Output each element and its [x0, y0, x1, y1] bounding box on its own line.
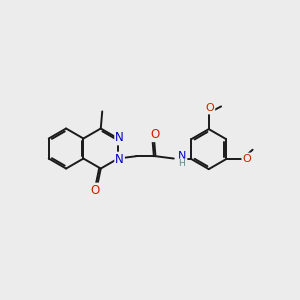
- Text: N: N: [178, 151, 186, 161]
- Text: O: O: [242, 154, 251, 164]
- Text: O: O: [90, 184, 100, 196]
- Text: O: O: [150, 128, 159, 141]
- Text: O: O: [206, 103, 214, 113]
- Text: N: N: [115, 131, 124, 144]
- Text: N: N: [115, 153, 124, 166]
- Text: H: H: [178, 159, 185, 168]
